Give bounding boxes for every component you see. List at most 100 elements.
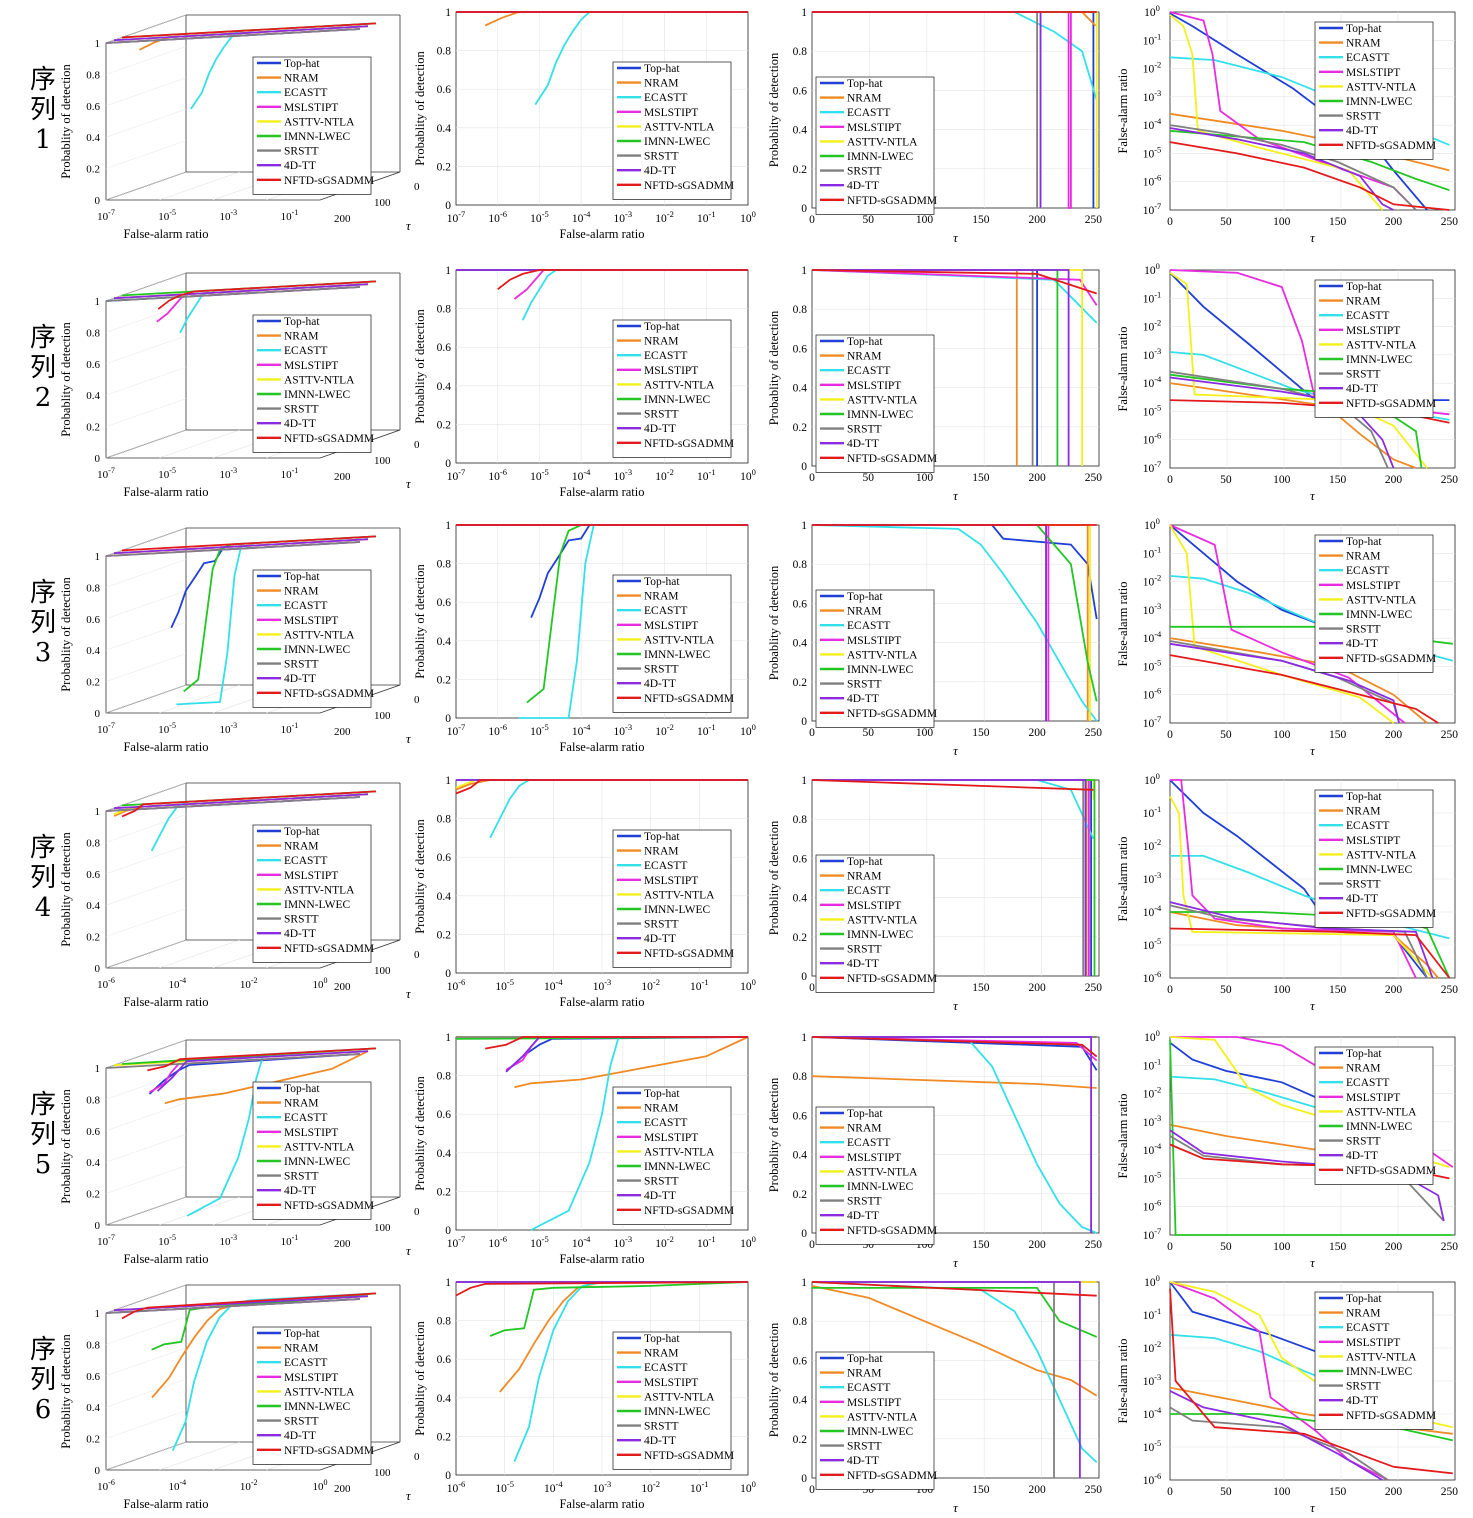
legend-label: NRAM [644, 1348, 679, 1360]
legend-label: NRAM [284, 73, 319, 85]
legend-label: IMNN-LWEC [644, 136, 711, 148]
y-tick-label: 0.2 [86, 677, 100, 689]
legend-label: SRSTT [284, 146, 319, 158]
y-tick-label: 0 [95, 453, 101, 465]
legend-label: MSLSTIPT [644, 620, 698, 632]
legend-label: SRSTT [1346, 1381, 1381, 1393]
row-label-line: 序 [29, 323, 56, 353]
y-tick-label: 0.8 [437, 46, 452, 58]
legend-label: ASTTV-NTLA [644, 1146, 715, 1158]
y-tick-label: 10-2 [1143, 1339, 1162, 1355]
legend-label: Top-hat [284, 571, 320, 583]
gridline [105, 140, 187, 169]
series-line [105, 1298, 361, 1314]
legend-label: IMNN-LWEC [847, 409, 914, 421]
gridline [105, 304, 187, 333]
y-tick-label: 10-1 [1143, 289, 1162, 305]
roc-3d-chart: 0 0.2 0.4 0.6 0.8 1 10-7 10-5 10-3 10-1 0 100 200 Fal… [59, 1039, 420, 1266]
legend-label: NRAM [847, 871, 882, 883]
x-tick-label: 10-1 [281, 1233, 299, 1248]
series-line [121, 790, 377, 818]
y-axis-label: Probablity of detection [413, 818, 427, 933]
x-tick-label: 0 [809, 1484, 815, 1496]
x-tick-label: 10-1 [697, 467, 716, 483]
legend-label: MSLSTIPT [644, 107, 698, 119]
gridline [105, 1102, 187, 1132]
legend-label: IMNN-LWEC [1346, 354, 1413, 366]
legend-box [612, 319, 732, 458]
x-tick-label: 10-2 [641, 977, 660, 993]
series-line [812, 269, 1070, 466]
x-tick-label: 150 [972, 1239, 990, 1251]
series-line [811, 779, 1094, 791]
y-tick-label: 10-5 [1143, 1169, 1162, 1185]
x-tick-label: 150 [1329, 1486, 1347, 1498]
y-tick-label: 0.8 [86, 327, 100, 339]
legend-label: NRAM [1346, 38, 1381, 50]
y-tick-label: 10-4 [1143, 629, 1162, 645]
x-axis-label: τ [1310, 743, 1316, 758]
tau-tick-label: 0 [414, 694, 420, 706]
y-tick-label: 10-7 [1143, 459, 1162, 475]
tau-tick-label: 200 [334, 471, 351, 483]
legend-label: IMNN-LWEC [284, 644, 351, 656]
legend-label: ECASTT [847, 620, 890, 632]
gridline [105, 653, 187, 682]
y-axis-label: Probablity of detection [59, 1333, 73, 1448]
legend-label: 4D-TT [1346, 1395, 1378, 1407]
y-tick-label: 0.8 [86, 1339, 100, 1351]
x-axis-label: False-alarm ratio [123, 1497, 208, 1511]
legend-label: ASTTV-NTLA [644, 634, 715, 646]
x-tick-label: 0 [1167, 474, 1173, 486]
y-tick-label: 0.2 [793, 932, 808, 944]
x-tick-label: 10-5 [530, 467, 549, 483]
row-label-line: 列 [29, 1120, 56, 1150]
x-tick-label: 200 [1385, 1241, 1403, 1253]
legend-label: NRAM [644, 78, 679, 90]
legend-label: SRSTT [284, 914, 319, 926]
far-tau-chart: 100 10-1 10-2 10-3 10-4 10-5 10-6 10-7 0 50 100 150… [1116, 516, 1458, 758]
legend-label: NRAM [847, 1368, 882, 1380]
x-tick-label: 10-2 [655, 722, 674, 738]
roc-3d-chart: 0 0.2 0.4 0.6 0.8 1 10-7 10-5 10-3 10-1 0 100 200 Fal… [59, 14, 420, 241]
legend-label: ECASTT [1346, 52, 1389, 64]
x-tick-label: 50 [1220, 1486, 1232, 1498]
tau-tick-label: 200 [334, 1238, 351, 1250]
gridline [105, 398, 187, 427]
legend-label: ASTTV-NTLA [847, 649, 918, 661]
legend-label: NFTD-sGSADMM [284, 943, 374, 955]
row-label-line: 列 [29, 608, 56, 638]
x-tick-label: 150 [1329, 216, 1347, 228]
legend-box [252, 314, 372, 453]
y-axis-label: Probablity of detection [413, 50, 427, 165]
legend-label: 4D-TT [1346, 125, 1378, 137]
y-tick-label: 0 [95, 963, 101, 975]
y-tick-label: 0.6 [437, 342, 452, 354]
tau-tick-label: 100 [374, 197, 391, 209]
gridline [159, 939, 240, 969]
legend-label: Top-hat [644, 321, 680, 333]
y-tick-label: 0.4 [793, 893, 808, 905]
y-tick-label: 10-3 [1143, 1113, 1162, 1129]
legend-box [1314, 1046, 1434, 1185]
z-axis-label: τ [406, 731, 412, 746]
legend-label: NRAM [284, 841, 319, 853]
row-label-line: 序 [29, 578, 56, 608]
legend-label: SRSTT [847, 1441, 882, 1453]
legend-label: ECASTT [644, 605, 687, 617]
gridline [159, 429, 240, 459]
gridline [105, 939, 187, 969]
y-tick-label: 0.4 [86, 390, 100, 402]
row-label-line: 5 [34, 1150, 52, 1180]
x-tick-label: 10-3 [614, 722, 633, 738]
y-tick-label: 0.8 [793, 559, 808, 571]
x-tick-label: 250 [1441, 1486, 1459, 1498]
z-axis-label: τ [406, 1243, 412, 1258]
x-tick-label: 150 [972, 1484, 990, 1496]
y-tick-label: 0.2 [86, 422, 100, 434]
legend-label: 4D-TT [847, 1455, 879, 1467]
x-tick-label: 0 [809, 1239, 815, 1251]
